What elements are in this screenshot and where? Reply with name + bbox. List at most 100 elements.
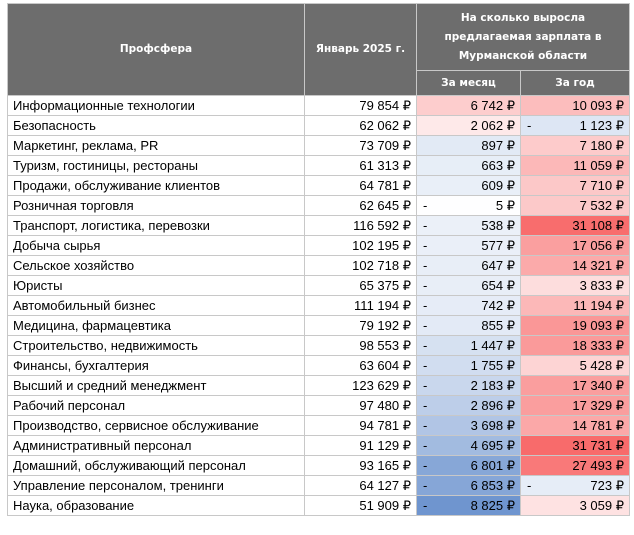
month-cell: - 1 447 ₽ (416, 335, 521, 356)
month-cell-value: 897 ₽ (481, 137, 515, 153)
category-cell: Безопасность (7, 115, 305, 136)
year-cell: 11 059 ₽ (520, 155, 630, 176)
month-cell-sign: - (423, 318, 428, 333)
year-cell-value: 7 710 ₽ (579, 177, 624, 193)
category-cell: Управление персоналом, тренинги (7, 475, 305, 496)
year-cell: 31 731 ₽ (520, 435, 630, 456)
year-cell: 3 059 ₽ (520, 495, 630, 516)
table-row: Рабочий персонал 97 480 ₽ - 2 896 ₽ 17 329 ₽ (7, 395, 630, 416)
month-cell: - 538 ₽ (416, 215, 521, 236)
table-row: Управление персоналом, тренинги 64 127 ₽ -… (7, 475, 630, 496)
salary-growth-table: Профсфера Январь 2025 г. На сколько выро… (7, 3, 630, 516)
year-cell-value: 18 333 ₽ (572, 337, 624, 353)
category-cell: Строительство, недвижимость (7, 335, 305, 356)
year-cell: 3 833 ₽ (520, 275, 630, 296)
month-cell-value: 609 ₽ (481, 177, 515, 193)
category-cell: Административный персонал (7, 435, 305, 456)
category-cell: Сельское хозяйство (7, 255, 305, 276)
category-cell: Домашний, обслуживающий персонал (7, 455, 305, 476)
table-row: Производство, сервисное обслуживание 94 7… (7, 415, 630, 436)
january-cell: 62 062 ₽ (304, 115, 417, 136)
january-cell: 102 195 ₽ (304, 235, 417, 256)
january-cell: 98 553 ₽ (304, 335, 417, 356)
month-cell-value: 742 ₽ (481, 297, 515, 313)
year-cell-value: 19 093 ₽ (572, 317, 624, 333)
month-cell-value: 8 825 ₽ (470, 497, 515, 513)
header-growth-group: На сколько выросла предлагаемая зарплата… (416, 3, 630, 71)
category-cell: Информационные технологии (7, 95, 305, 116)
january-cell: 102 718 ₽ (304, 255, 417, 276)
year-cell: 7 180 ₽ (520, 135, 630, 156)
year-cell-value: 7 180 ₽ (579, 137, 624, 153)
month-cell-sign: - (423, 198, 428, 213)
month-cell: - 6 853 ₽ (416, 475, 521, 496)
month-cell-value: 663 ₽ (481, 157, 515, 173)
year-cell-sign: - (527, 478, 532, 493)
year-cell: - 1 123 ₽ (520, 115, 630, 136)
year-cell: 27 493 ₽ (520, 455, 630, 476)
month-cell-value: 855 ₽ (481, 317, 515, 333)
year-cell: 7 532 ₽ (520, 195, 630, 216)
month-cell-value: 5 ₽ (495, 197, 515, 213)
table-row: Туризм, гостиницы, рестораны 61 313 ₽ 663 … (7, 155, 630, 176)
january-cell: 93 165 ₽ (304, 455, 417, 476)
table-row: Строительство, недвижимость 98 553 ₽ - 1 44… (7, 335, 630, 356)
year-cell-value: 7 532 ₽ (579, 197, 624, 213)
year-cell-value: 11 059 ₽ (573, 157, 624, 173)
category-cell: Транспорт, логистика, перевозки (7, 215, 305, 236)
category-cell: Производство, сервисное обслуживание (7, 415, 305, 436)
month-cell-value: 654 ₽ (481, 277, 515, 293)
year-cell-value: 723 ₽ (590, 477, 624, 493)
year-cell-value: 3 833 ₽ (579, 277, 624, 293)
january-cell: 91 129 ₽ (304, 435, 417, 456)
category-cell: Юристы (7, 275, 305, 296)
month-cell: - 1 755 ₽ (416, 355, 521, 376)
category-cell: Автомобильный бизнес (7, 295, 305, 316)
year-cell-value: 31 731 ₽ (572, 437, 624, 453)
year-cell-sign: - (527, 118, 532, 133)
month-cell: - 3 698 ₽ (416, 415, 521, 436)
year-cell: 10 093 ₽ (520, 95, 630, 116)
month-cell-value: 2 183 ₽ (470, 377, 515, 393)
header-month: За месяц (416, 70, 521, 96)
month-cell-sign: - (423, 238, 428, 253)
month-cell-sign: - (423, 498, 428, 513)
year-cell-value: 17 056 ₽ (572, 237, 624, 253)
month-cell: - 5 ₽ (416, 195, 521, 216)
month-cell: - 742 ₽ (416, 295, 521, 316)
month-cell-sign: - (423, 358, 428, 373)
month-cell-value: 538 ₽ (481, 217, 515, 233)
january-cell: 79 854 ₽ (304, 95, 417, 116)
year-cell: 17 340 ₽ (520, 375, 630, 396)
year-cell: 11 194 ₽ (520, 295, 630, 316)
month-cell: - 2 183 ₽ (416, 375, 521, 396)
year-cell-value: 31 108 ₽ (572, 217, 624, 233)
table-row: Финансы, бухгалтерия 63 604 ₽ - 1 755 ₽ 5 42… (7, 355, 630, 376)
year-cell: 31 108 ₽ (520, 215, 630, 236)
year-cell-value: 17 329 ₽ (572, 397, 624, 413)
year-cell-value: 3 059 ₽ (579, 497, 624, 513)
month-cell: 6 742 ₽ (416, 95, 521, 116)
january-cell: 73 709 ₽ (304, 135, 417, 156)
category-cell: Наука, образование (7, 495, 305, 516)
year-cell-value: 5 428 ₽ (579, 357, 624, 373)
month-cell: 663 ₽ (416, 155, 521, 176)
year-cell-value: 11 194 ₽ (573, 297, 624, 313)
month-cell-sign: - (423, 478, 428, 493)
year-cell-value: 10 093 ₽ (572, 97, 624, 113)
table-row: Домашний, обслуживающий персонал 93 165 ₽… (7, 455, 630, 476)
table-row: Автомобильный бизнес 111 194 ₽ - 742 ₽ 11 19… (7, 295, 630, 316)
header-january: Январь 2025 г. (304, 3, 417, 96)
month-cell: - 647 ₽ (416, 255, 521, 276)
month-cell-sign: - (423, 378, 428, 393)
month-cell: - 577 ₽ (416, 235, 521, 256)
category-cell: Рабочий персонал (7, 395, 305, 416)
january-cell: 79 192 ₽ (304, 315, 417, 336)
january-cell: 63 604 ₽ (304, 355, 417, 376)
month-cell-value: 1 447 ₽ (470, 337, 515, 353)
year-cell-value: 14 321 ₽ (572, 257, 624, 273)
january-cell: 94 781 ₽ (304, 415, 417, 436)
january-cell: 62 645 ₽ (304, 195, 417, 216)
table-row: Сельское хозяйство 102 718 ₽ - 647 ₽ 14 321 … (7, 255, 630, 276)
january-cell: 97 480 ₽ (304, 395, 417, 416)
